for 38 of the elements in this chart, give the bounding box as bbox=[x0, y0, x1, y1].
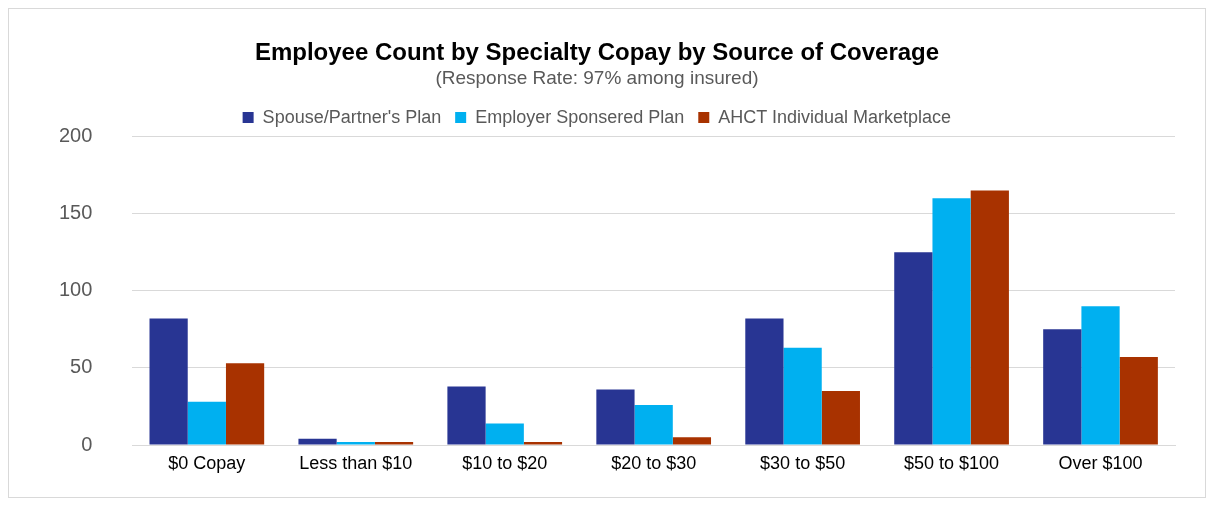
legend-label: Employer Sponsered Plan bbox=[475, 106, 685, 127]
chart-subtitle: (Response Rate: 97% among insured) bbox=[435, 67, 759, 89]
bar bbox=[187, 401, 226, 445]
x-tick-label: $20 to $30 bbox=[611, 452, 697, 473]
bar bbox=[298, 438, 337, 445]
chart-title: Employee Count by Specialty Copay by Source of Coverage bbox=[254, 38, 940, 66]
x-tick-label: $10 to $20 bbox=[462, 452, 548, 473]
bar bbox=[894, 252, 933, 445]
bar bbox=[970, 190, 1009, 445]
x-tick-label: $50 to $100 bbox=[904, 452, 1000, 473]
bar bbox=[596, 389, 635, 445]
bar bbox=[672, 437, 712, 445]
bar bbox=[1119, 357, 1158, 445]
bar bbox=[374, 441, 414, 445]
y-tick-label: 50 bbox=[70, 355, 93, 378]
legend-label: Spouse/Partner's Plan bbox=[262, 106, 442, 127]
y-tick-label: 0 bbox=[81, 432, 93, 455]
x-tick-label: $0 Copay bbox=[168, 452, 246, 473]
bar bbox=[1081, 306, 1120, 445]
y-tick-label: 150 bbox=[58, 201, 93, 224]
bar bbox=[821, 391, 860, 445]
bar bbox=[745, 318, 784, 445]
bar bbox=[149, 318, 188, 445]
y-tick-label: 200 bbox=[58, 124, 93, 147]
x-tick-label: Less than $10 bbox=[299, 452, 413, 473]
legend-label: AHCT Individual Marketplace bbox=[718, 106, 952, 127]
bar bbox=[783, 347, 822, 445]
bar bbox=[1043, 329, 1082, 445]
bar bbox=[485, 423, 524, 445]
bar bbox=[932, 198, 971, 445]
bar bbox=[447, 386, 486, 445]
x-tick-label: Over $100 bbox=[1058, 452, 1143, 473]
bar bbox=[336, 441, 375, 445]
bar bbox=[225, 363, 265, 445]
bar bbox=[523, 441, 563, 445]
bar bbox=[634, 404, 673, 445]
x-tick-label: $30 to $50 bbox=[760, 452, 846, 473]
y-tick-label: 100 bbox=[58, 278, 93, 301]
